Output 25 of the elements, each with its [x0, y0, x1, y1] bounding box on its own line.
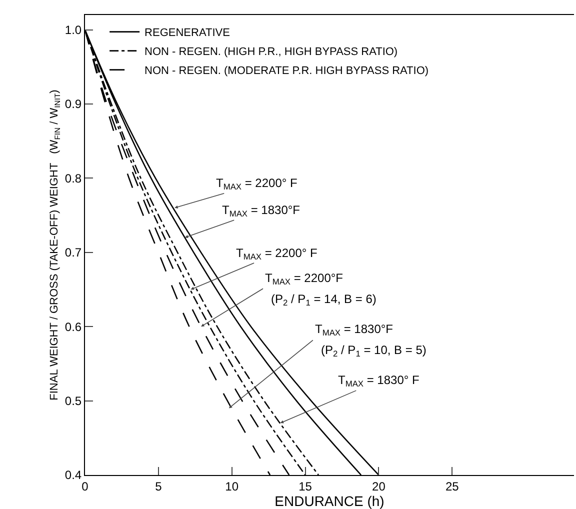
x-tick-label: 5 — [155, 479, 162, 494]
x-tick-label: 20 — [372, 479, 386, 494]
legend-label: NON - REGEN. (HIGH P.R., HIGH BYPASS RATIO) — [144, 46, 398, 58]
y-tick-label: 0.4 — [64, 468, 82, 482]
y-tick-label: 0.9 — [64, 97, 82, 112]
annotation: (P$_{2}$ / P$_{1}$ = 14, B = 6) — [271, 292, 376, 308]
annotation: T$_{MAX}$ = 2200°F — [265, 271, 343, 287]
y-tick-label: 0.8 — [64, 171, 82, 186]
x-tick-label: 0 — [82, 479, 89, 494]
y-tick-label: 0.6 — [64, 320, 82, 334]
x-tick-label: 15 — [298, 479, 312, 494]
x-tick-label: 25 — [445, 479, 460, 494]
x-axis-title: ENDURANCE (h) — [274, 493, 384, 509]
x-tick-label: 10 — [225, 479, 239, 494]
annotation: T$_{MAX}$ = 1830°F — [315, 322, 393, 338]
y-tick-label: 0.5 — [64, 394, 82, 408]
annotation: T$_{MAX}$ = 2200° F — [216, 176, 298, 192]
annotation: (P$_{2}$ / P$_{1}$ = 10, B = 5) — [321, 343, 426, 359]
y-tick-label: 1.0 — [64, 23, 82, 38]
annotation: T$_{MAX}$ = 2200° F — [236, 246, 318, 262]
y-tick-label: 0.7 — [64, 246, 82, 260]
annotation: T$_{MAX}$ = 1830° F — [338, 373, 420, 389]
annotation: T$_{MAX}$ = 1830°F — [222, 203, 300, 219]
legend-label: NON - REGEN. (MODERATE P.R. HIGH BYPASS RATIO) — [144, 65, 429, 78]
legend-label: REGENERATIVE — [144, 27, 230, 40]
